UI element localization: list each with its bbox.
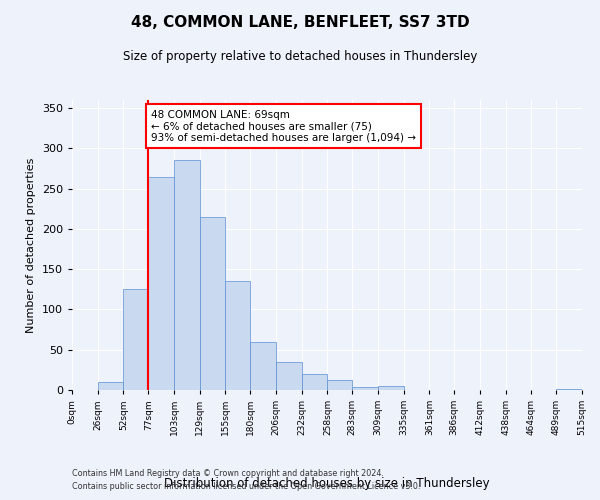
Bar bbox=[378, 386, 404, 390]
Text: 48 COMMON LANE: 69sqm
← 6% of detached houses are smaller (75)
93% of semi-detac: 48 COMMON LANE: 69sqm ← 6% of detached h… bbox=[151, 110, 416, 143]
Bar bbox=[352, 387, 378, 390]
Bar bbox=[276, 362, 302, 390]
Y-axis label: Number of detached properties: Number of detached properties bbox=[26, 158, 36, 332]
Text: Contains public sector information licensed under the Open Government Licence v3: Contains public sector information licen… bbox=[72, 482, 421, 491]
Bar bbox=[302, 374, 328, 390]
Bar bbox=[200, 217, 226, 390]
Bar bbox=[250, 342, 276, 390]
Bar bbox=[556, 389, 582, 390]
Bar bbox=[148, 176, 174, 390]
Bar bbox=[174, 160, 200, 390]
Bar bbox=[226, 281, 250, 390]
X-axis label: Distribution of detached houses by size in Thundersley: Distribution of detached houses by size … bbox=[164, 477, 490, 490]
Bar bbox=[328, 380, 352, 390]
Text: Size of property relative to detached houses in Thundersley: Size of property relative to detached ho… bbox=[123, 50, 477, 63]
Text: 48, COMMON LANE, BENFLEET, SS7 3TD: 48, COMMON LANE, BENFLEET, SS7 3TD bbox=[131, 15, 469, 30]
Bar bbox=[124, 290, 148, 390]
Bar bbox=[98, 382, 124, 390]
Text: Contains HM Land Registry data © Crown copyright and database right 2024.: Contains HM Land Registry data © Crown c… bbox=[72, 468, 384, 477]
